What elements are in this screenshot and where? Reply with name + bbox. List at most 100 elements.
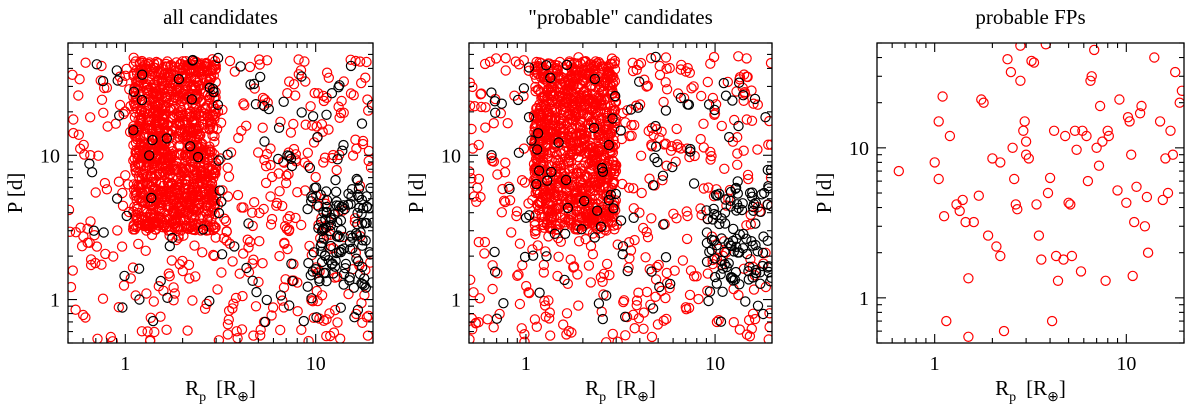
data-point: [620, 330, 631, 341]
data-point: [327, 258, 338, 269]
data-point: [543, 295, 554, 306]
data-point: [1162, 187, 1174, 199]
data-point: [254, 54, 265, 65]
data-point: [137, 178, 149, 189]
data-point: [538, 72, 549, 83]
data-points: [68, 52, 373, 343]
data-point: [599, 224, 610, 235]
data-point: [224, 55, 236, 67]
data-point: [260, 160, 272, 172]
y-tick-label: 1: [451, 290, 461, 312]
data-point: [570, 203, 581, 214]
data-point: [660, 52, 672, 63]
data-point: [608, 71, 619, 83]
data-point: [246, 207, 258, 218]
data-point: [623, 182, 635, 193]
data-point: [527, 250, 539, 261]
data-point: [559, 153, 571, 164]
data-point: [519, 177, 531, 188]
data-point: [490, 53, 502, 64]
data-point: [158, 153, 170, 164]
data-point: [472, 182, 483, 193]
data-point: [646, 141, 658, 152]
data-point: [681, 233, 693, 245]
data-point: [545, 103, 557, 114]
data-point: [68, 114, 79, 125]
data-point: [216, 196, 227, 207]
data-point: [279, 238, 290, 249]
data-point: [223, 171, 235, 182]
data-point: [552, 64, 563, 75]
data-point: [667, 161, 678, 173]
data-point: [282, 87, 293, 99]
data-point: [257, 258, 268, 269]
data-point: [566, 327, 577, 338]
data-point: [146, 124, 157, 135]
data-point: [317, 126, 328, 138]
data-point: [577, 173, 588, 185]
data-point: [143, 114, 155, 125]
data-point: [1112, 185, 1123, 196]
data-point: [250, 98, 262, 110]
data-point: [963, 273, 974, 284]
data-point: [629, 234, 640, 246]
data-point: [265, 219, 277, 230]
data-point: [469, 100, 480, 112]
axis-ticks: [67, 42, 374, 344]
data-point: [755, 278, 766, 289]
data-point: [177, 87, 188, 99]
data-point: [267, 302, 279, 313]
data-point: [189, 196, 200, 207]
data-point: [638, 307, 650, 318]
data-point: [343, 288, 354, 300]
data-point: [200, 61, 211, 72]
data-point: [660, 105, 672, 116]
data-point: [1124, 116, 1135, 127]
data-point: [282, 213, 293, 225]
data-point: [622, 105, 633, 116]
data-point: [480, 122, 491, 133]
data-point: [703, 99, 715, 110]
data-point: [296, 107, 307, 118]
data-point: [1023, 153, 1035, 164]
data-point: [190, 116, 202, 128]
data-point: [92, 333, 103, 343]
data-point: [712, 190, 723, 201]
data-point: [584, 140, 596, 151]
data-point: [658, 96, 669, 108]
data-point: [128, 86, 140, 98]
data-point: [205, 175, 216, 186]
data-point: [326, 214, 337, 225]
data-point: [627, 57, 638, 69]
data-point: [306, 196, 317, 207]
chart-panel-probable-fps: 1 10 1 10 probable FPs Rp [R⊕] P [d]: [812, 5, 1185, 405]
data-point: [489, 246, 500, 258]
data-point: [573, 236, 585, 247]
data-point: [1058, 254, 1069, 265]
data-point: [223, 314, 234, 325]
data-point: [363, 310, 373, 321]
data-point: [504, 183, 515, 195]
data-point: [148, 173, 160, 184]
data-point: [131, 213, 142, 224]
data-point: [504, 195, 516, 206]
data-point: [88, 225, 100, 236]
data-point: [570, 73, 581, 85]
data-point: [556, 148, 567, 159]
data-point: [248, 78, 260, 90]
data-point: [1128, 216, 1140, 228]
data-point: [583, 158, 594, 170]
data-point: [532, 127, 544, 139]
data-point: [709, 104, 720, 116]
data-point: [1042, 187, 1054, 199]
data-point: [240, 120, 252, 132]
data-point: [710, 99, 722, 110]
data-point: [209, 250, 220, 262]
data-point: [588, 214, 600, 226]
data-point: [1114, 94, 1125, 105]
data-point: [266, 310, 277, 321]
data-point: [361, 217, 372, 229]
data-point: [357, 135, 369, 147]
data-point: [560, 106, 572, 118]
data-point: [332, 154, 343, 165]
